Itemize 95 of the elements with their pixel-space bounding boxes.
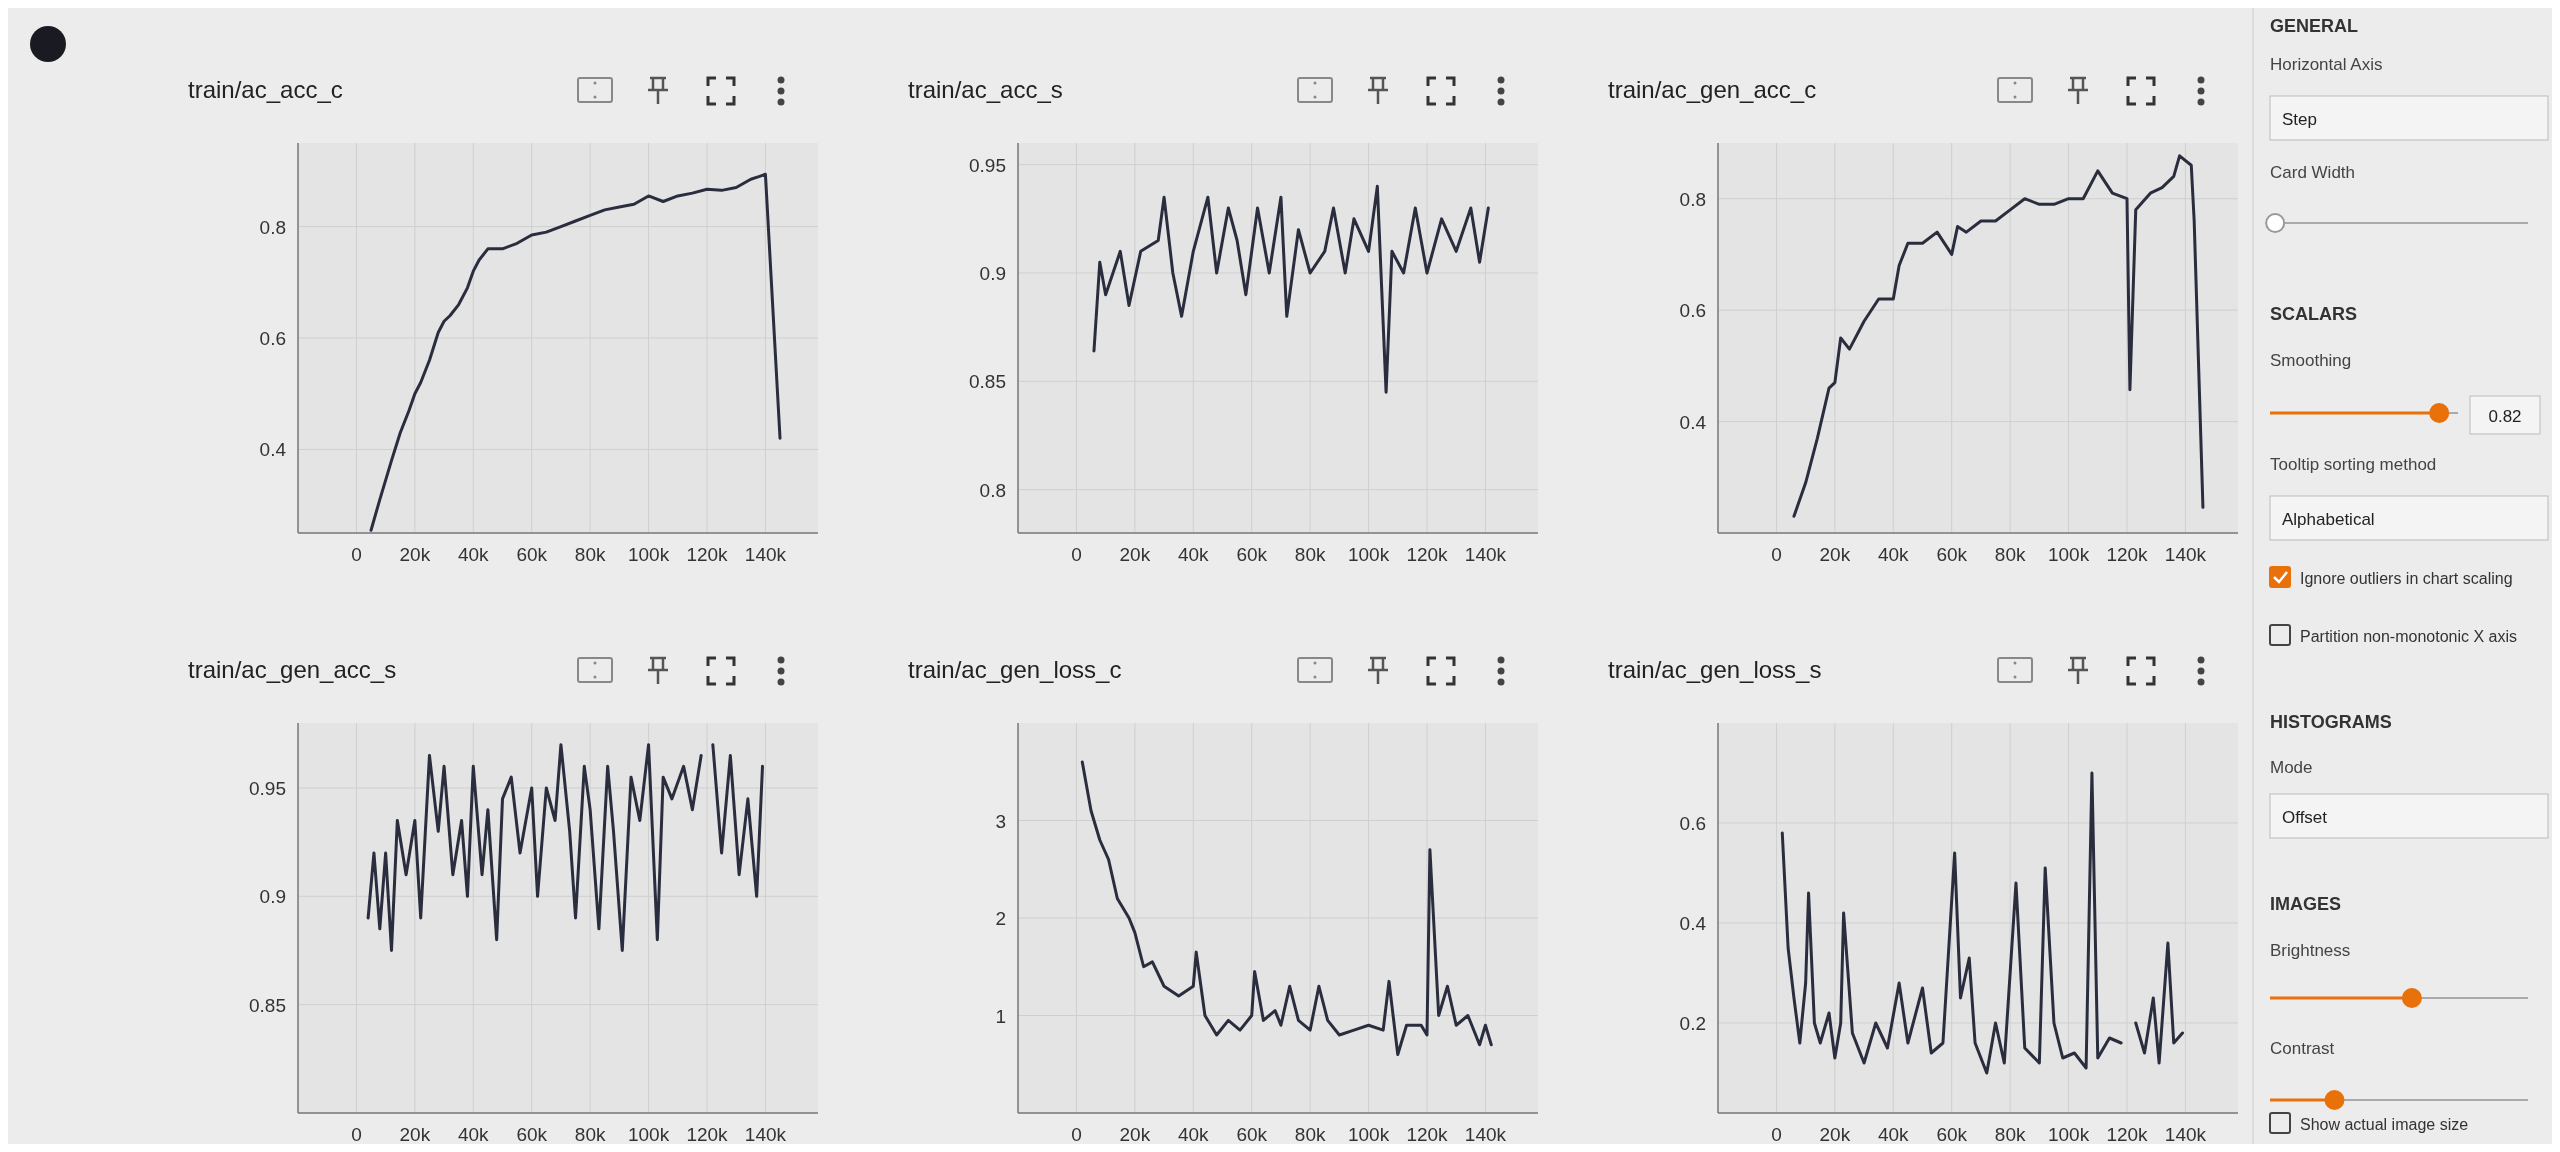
y-tick-label: 0.95 bbox=[249, 778, 286, 799]
text: Mode bbox=[2270, 758, 2313, 777]
x-tick-label: 80k bbox=[1294, 1124, 1326, 1145]
text: 0.82 bbox=[2488, 407, 2522, 426]
x-tick-label: 60k bbox=[516, 1124, 548, 1145]
y-tick-label: 0.8 bbox=[259, 216, 286, 238]
line-series bbox=[1092, 184, 1490, 394]
x-tick-label: 40k bbox=[1877, 544, 1910, 565]
text: HISTOGRAMS bbox=[2270, 712, 2392, 732]
x-tick-label: 120k bbox=[686, 1124, 729, 1145]
x-tick-label: 0 bbox=[351, 544, 362, 565]
x-tick-label: 80k bbox=[1994, 1124, 2026, 1145]
x-tick-label: 100k bbox=[1347, 544, 1390, 565]
text: Offset bbox=[2282, 808, 2328, 827]
text: GENERAL bbox=[2270, 16, 2359, 36]
y-tick-label: 0.6 bbox=[1679, 813, 1706, 834]
x-tick-label: 60k bbox=[516, 544, 548, 565]
text: Show actual image size bbox=[2300, 1116, 2469, 1133]
text: Tooltip sorting method bbox=[2270, 455, 2437, 474]
x-tick-label: 80k bbox=[1294, 544, 1326, 565]
x-tick-label: 0 bbox=[1771, 544, 1782, 565]
text: Alphabetical bbox=[2282, 510, 2375, 529]
x-tick-label: 120k bbox=[1406, 1124, 1449, 1145]
x-tick-label: 20k bbox=[1819, 544, 1851, 565]
x-tick-label: 140k bbox=[1464, 544, 1507, 565]
x-tick-label: 100k bbox=[2047, 1124, 2090, 1145]
x-tick-label: 60k bbox=[1236, 544, 1268, 565]
text: Smoothing bbox=[2270, 351, 2352, 370]
text: Brightness bbox=[2270, 941, 2351, 960]
x-tick-label: 20k bbox=[1119, 544, 1151, 565]
x-tick-label: 0 bbox=[1071, 1124, 1082, 1145]
text: Ignore outliers in chart scaling bbox=[2300, 570, 2513, 587]
x-tick-label: 100k bbox=[627, 544, 670, 565]
text: Card Width bbox=[2270, 163, 2356, 182]
x-tick-label: 0 bbox=[1071, 544, 1082, 565]
chart-title: train/ac_gen_acc_c bbox=[1608, 76, 1817, 103]
text: Partition non-monotonic X axis bbox=[2300, 628, 2517, 645]
y-tick-label: 0.85 bbox=[969, 371, 1006, 393]
y-tick-label: 0.8 bbox=[979, 479, 1006, 501]
x-tick-label: 80k bbox=[574, 544, 606, 565]
y-tick-label: 0.8 bbox=[1679, 188, 1706, 210]
chart-title: train/ac_gen_loss_c bbox=[908, 656, 1122, 683]
x-tick-label: 120k bbox=[686, 544, 729, 565]
x-tick-label: 60k bbox=[1236, 1124, 1268, 1145]
x-tick-label: 100k bbox=[1347, 1124, 1390, 1145]
x-tick-label: 40k bbox=[1877, 1124, 1910, 1145]
x-tick-label: 120k bbox=[2106, 1124, 2149, 1145]
x-tick-label: 140k bbox=[2164, 544, 2207, 565]
y-tick-label: 0.9 bbox=[259, 886, 286, 908]
y-tick-label: 0.4 bbox=[1679, 411, 1707, 433]
line-series bbox=[1080, 760, 1493, 1056]
y-tick-label: 0.95 bbox=[969, 154, 1006, 176]
y-tick-label: 3 bbox=[995, 810, 1006, 832]
chart-title: train/ac_acc_s bbox=[908, 76, 1063, 103]
text: SCALARS bbox=[2270, 304, 2358, 324]
y-tick-label: 1 bbox=[995, 1005, 1006, 1027]
x-tick-label: 20k bbox=[399, 544, 431, 565]
y-tick-label: 2 bbox=[995, 908, 1006, 929]
x-tick-label: 40k bbox=[457, 1124, 490, 1145]
y-tick-label: 0.6 bbox=[1679, 300, 1706, 322]
text: IMAGES bbox=[2270, 894, 2342, 914]
x-tick-label: 120k bbox=[1406, 544, 1449, 565]
x-tick-label: 100k bbox=[2047, 544, 2090, 565]
y-tick-label: 0.2 bbox=[1679, 1013, 1706, 1034]
text: Contrast bbox=[2270, 1039, 2335, 1058]
x-tick-label: 20k bbox=[1119, 1124, 1151, 1145]
text: Step bbox=[2282, 110, 2317, 129]
text: Horizontal Axis bbox=[2270, 55, 2383, 74]
x-tick-label: 20k bbox=[1819, 1124, 1851, 1145]
x-tick-label: 40k bbox=[457, 544, 490, 565]
x-tick-label: 40k bbox=[1177, 544, 1210, 565]
line-series bbox=[369, 172, 782, 532]
x-tick-label: 80k bbox=[574, 1124, 606, 1145]
y-tick-label: 0.4 bbox=[1679, 913, 1707, 934]
x-tick-label: 140k bbox=[2164, 1124, 2207, 1145]
x-tick-label: 120k bbox=[2106, 544, 2149, 565]
x-tick-label: 140k bbox=[1464, 1124, 1507, 1145]
y-tick-label: 0.4 bbox=[259, 439, 287, 461]
chart-title: train/ac_gen_acc_s bbox=[188, 656, 397, 683]
x-tick-label: 140k bbox=[744, 544, 787, 565]
x-tick-label: 80k bbox=[1994, 544, 2026, 565]
x-tick-label: 60k bbox=[1936, 1124, 1968, 1145]
x-tick-label: 140k bbox=[744, 1124, 787, 1145]
line-series bbox=[1792, 154, 2205, 518]
x-tick-label: 100k bbox=[627, 1124, 670, 1145]
x-tick-label: 40k bbox=[1177, 1124, 1210, 1145]
x-tick-label: 60k bbox=[1936, 544, 1968, 565]
x-tick-label: 0 bbox=[351, 1124, 362, 1145]
chart-title: train/ac_gen_loss_s bbox=[1608, 656, 1822, 683]
y-tick-label: 0.6 bbox=[259, 328, 286, 349]
y-tick-label: 0.85 bbox=[249, 994, 286, 1016]
y-tick-label: 0.9 bbox=[979, 263, 1006, 284]
x-tick-label: 20k bbox=[399, 1124, 431, 1145]
x-tick-label: 0 bbox=[1771, 1124, 1782, 1145]
chart-title: train/ac_acc_c bbox=[188, 76, 343, 103]
